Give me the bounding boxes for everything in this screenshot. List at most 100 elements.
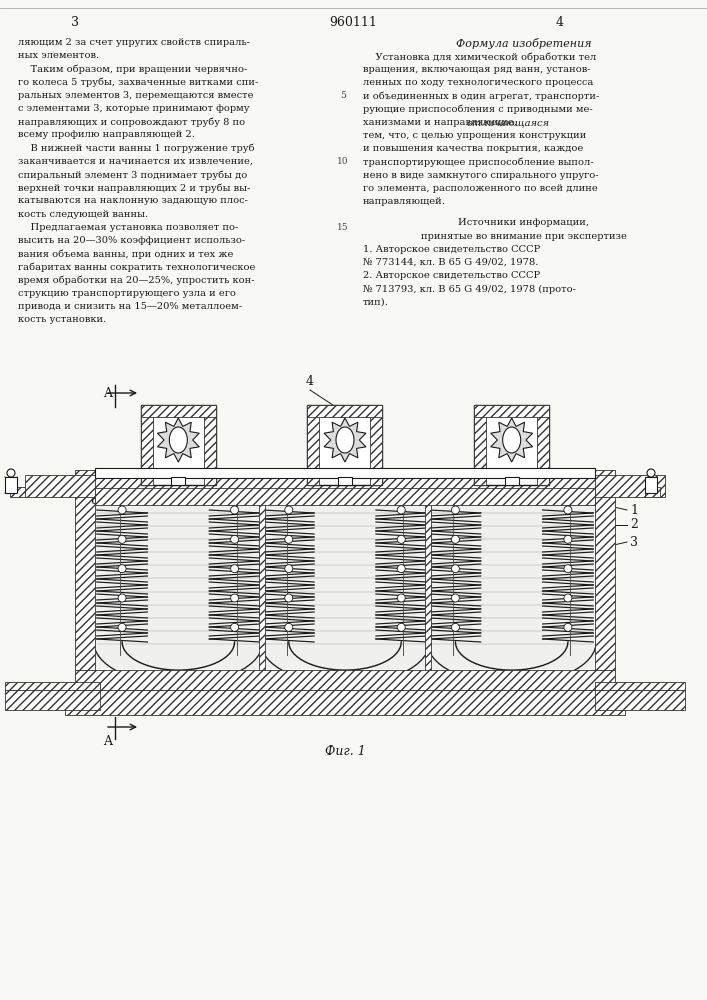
Text: направляющих и сопровождают трубу 8 по: направляющих и сопровождают трубу 8 по [18,117,245,127]
Circle shape [397,506,405,514]
Bar [645,477,657,493]
Text: 15: 15 [337,223,349,232]
Text: вращения, включающая ряд ванн, установ-: вращения, включающая ряд ванн, установ- [363,65,590,74]
Bar [595,690,685,710]
Text: 3: 3 [71,15,79,28]
Bar [263,500,427,669]
Bar [141,405,216,417]
Text: кость установки.: кость установки. [18,315,106,324]
Text: рующие приспособления с приводными ме-: рующие приспособления с приводными ме- [363,105,592,114]
Bar [474,405,549,417]
Circle shape [564,594,572,602]
Bar [95,468,595,478]
Bar [75,670,615,690]
Bar [5,682,100,690]
Text: ляющим 2 за счет упругих свойств спираль-: ляющим 2 за счет упругих свойств спираль… [18,38,250,47]
Text: струкцию транспортирующего узла и его: струкцию транспортирующего узла и его [18,289,236,298]
Circle shape [451,506,460,514]
Text: Источники информации,: Источники информации, [459,218,590,227]
Circle shape [397,565,405,573]
Bar [75,470,615,488]
Text: принятые во внимание при экспертизе: принятые во внимание при экспертизе [421,232,627,241]
Text: 2: 2 [630,518,638,532]
Text: транспортирующее приспособление выпол-: транспортирующее приспособление выпол- [363,158,594,167]
Circle shape [397,623,405,631]
Circle shape [451,535,460,543]
Text: спиральный элемент 3 поднимает трубы до: спиральный элемент 3 поднимает трубы до [18,170,247,180]
Text: 5: 5 [340,91,346,100]
Bar [595,682,685,690]
Text: 1. Авторское свидетельство СССР: 1. Авторское свидетельство СССР [363,245,540,254]
Circle shape [7,469,15,477]
Text: тип).: тип). [363,298,389,307]
Text: 960111: 960111 [329,15,377,28]
Bar [308,405,382,485]
Text: тем, что, с целью упрощения конструкции: тем, что, с целью упрощения конструкции [363,131,586,140]
Text: направляющей.: направляющей. [363,197,446,206]
Bar [96,500,261,669]
Text: привода и снизить на 15—20% металлоем-: привода и снизить на 15—20% металлоем- [18,302,242,311]
Text: 1: 1 [630,504,638,516]
Ellipse shape [170,427,187,453]
Circle shape [230,623,238,631]
Circle shape [230,506,238,514]
Bar [505,477,519,485]
Circle shape [118,506,126,514]
Bar [5,690,100,710]
Bar [95,480,595,505]
Bar [141,405,216,485]
Polygon shape [324,418,366,462]
Text: № 773144, кл. В 65 G 49/02, 1978.: № 773144, кл. В 65 G 49/02, 1978. [363,258,538,267]
Bar [141,405,153,485]
Bar [426,500,431,670]
Text: 2. Авторское свидетельство СССР: 2. Авторское свидетельство СССР [363,271,540,280]
Bar [595,480,615,670]
Text: с элементами 3, которые принимают форму: с элементами 3, которые принимают форму [18,104,250,113]
Bar [370,405,382,485]
Text: Формула изобретения: Формула изобретения [456,38,592,49]
Ellipse shape [336,427,354,453]
Circle shape [118,594,126,602]
Text: высить на 20—30% коэффициент использо-: высить на 20—30% коэффициент использо- [18,236,245,245]
Bar [171,477,185,485]
Text: ральных элементов 3, перемещаются вместе: ральных элементов 3, перемещаются вместе [18,91,254,100]
Circle shape [285,506,293,514]
Text: ханизмами и направляющие,: ханизмами и направляющие, [363,118,520,127]
Text: габаритах ванны сократить технологическое: габаритах ванны сократить технологическо… [18,262,255,272]
Circle shape [451,623,460,631]
Polygon shape [491,418,532,462]
Text: го элемента, расположенного по всей длине: го элемента, расположенного по всей длин… [363,184,597,193]
Circle shape [397,594,405,602]
Circle shape [230,565,238,573]
Bar [338,477,352,485]
Ellipse shape [503,427,520,453]
Text: ленных по ходу технологического процесса: ленных по ходу технологического процесса [363,78,593,87]
Circle shape [451,594,460,602]
Circle shape [564,565,572,573]
Bar [5,477,17,493]
Bar [25,475,95,497]
Text: A: A [103,735,112,748]
Circle shape [647,469,655,477]
Circle shape [564,623,572,631]
Circle shape [118,535,126,543]
Bar [474,405,486,485]
Text: всему профилю направляющей 2.: всему профилю направляющей 2. [18,130,195,139]
Text: отличающаяся: отличающаяся [467,118,550,127]
Text: 4: 4 [556,15,564,28]
Text: A: A [103,387,112,400]
Bar [595,475,665,497]
Bar [537,405,549,485]
Text: заканчивается и начинается их извлечение,: заканчивается и начинается их извлечение… [18,157,253,166]
Text: Предлагаемая установка позволяет по-: Предлагаемая установка позволяет по- [18,223,238,232]
Text: Таким образом, при вращении червячно-: Таким образом, при вращении червячно- [18,64,247,74]
Text: В нижней части ванны 1 погружение труб: В нижней части ванны 1 погружение труб [18,144,255,153]
Text: Фиг. 1: Фиг. 1 [325,745,366,758]
Bar [65,690,625,715]
Text: кость следующей ванны.: кость следующей ванны. [18,210,148,219]
Text: Установка для химической обработки тел: Установка для химической обработки тел [363,52,596,62]
Bar [429,500,594,669]
Circle shape [230,535,238,543]
Bar [10,487,25,497]
Bar [474,405,549,485]
